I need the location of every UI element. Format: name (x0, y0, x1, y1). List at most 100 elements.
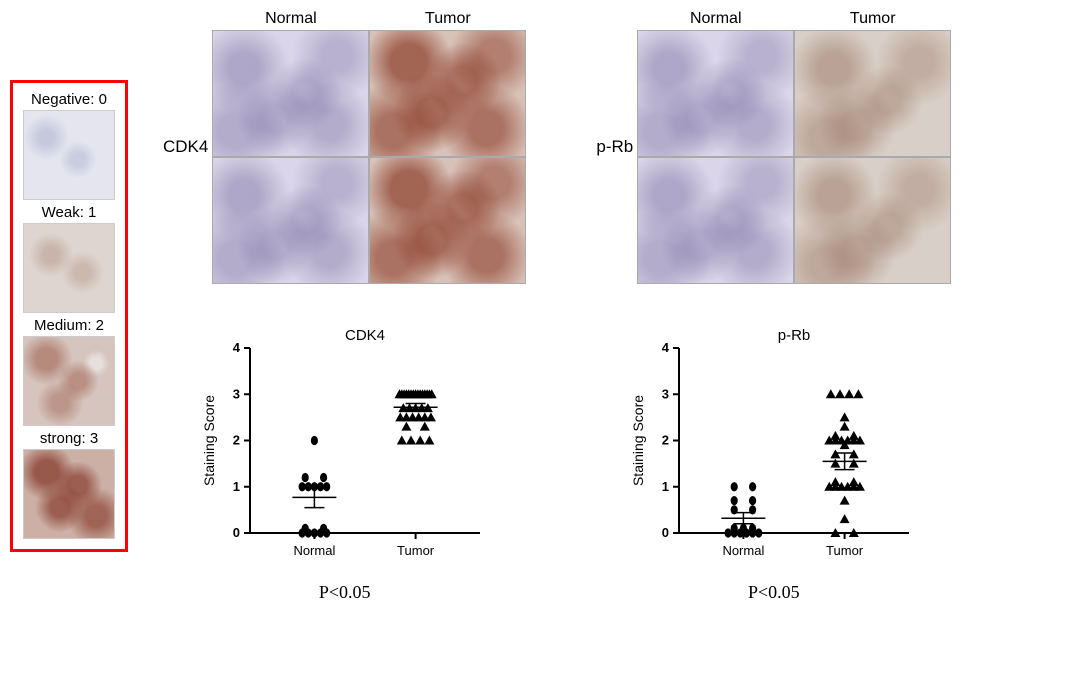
svg-text:4: 4 (662, 340, 670, 355)
scoring-legend: Negative: 0 Weak: 1 Medium: 2 strong: 3 (10, 80, 128, 552)
y-axis-label: Staining Score (630, 395, 646, 486)
svg-text:4: 4 (232, 340, 240, 355)
histology-image (212, 157, 369, 284)
legend-swatch (23, 336, 115, 426)
marker-row-label: CDK4 (163, 137, 208, 157)
p-value-text: P<0.05 (319, 582, 371, 603)
svg-text:0: 0 (232, 525, 239, 540)
y-axis-label: Staining Score (201, 395, 217, 486)
data-point (730, 524, 737, 533)
x-category-label: Normal (722, 543, 764, 558)
data-point (849, 459, 859, 468)
svg-text:2: 2 (662, 433, 669, 448)
x-category-label: Tumor (397, 543, 435, 558)
data-point (839, 496, 849, 505)
histology-col-label: Tumor (370, 10, 525, 28)
data-point (839, 422, 849, 431)
histology-header: NormalTumor (212, 10, 526, 28)
chart-title: p-Rb (778, 327, 811, 344)
legend-item: strong: 3 (23, 430, 115, 539)
histology-col-label: Tumor (795, 10, 950, 28)
legend-label: Weak: 1 (42, 204, 97, 221)
histology-image (369, 30, 526, 157)
data-point (401, 422, 411, 431)
legend-item: Weak: 1 (23, 204, 115, 313)
legend-item: Negative: 0 (23, 91, 115, 200)
data-point (749, 524, 756, 533)
data-point (310, 436, 317, 445)
p-value-text: P<0.05 (748, 582, 800, 603)
histology-image (637, 30, 794, 157)
data-point (830, 449, 840, 458)
data-point (426, 412, 436, 421)
histology-col-label: Normal (638, 10, 793, 28)
data-point (424, 436, 434, 445)
scatter-chart: CDK401234Staining ScoreNormalTumor (195, 318, 495, 578)
data-point (853, 389, 863, 398)
marker-row-label: p-Rb (596, 137, 633, 157)
data-point (419, 422, 429, 431)
data-point (749, 496, 756, 505)
histology-image (794, 30, 951, 157)
svg-text:0: 0 (662, 525, 669, 540)
histology-image (794, 157, 951, 284)
histology-row (212, 30, 526, 157)
data-point (320, 524, 327, 533)
figure-panel: CDK4NormalTumorCDK401234Staining ScoreNo… (163, 10, 526, 603)
legend-label: strong: 3 (40, 430, 98, 447)
data-point (406, 436, 416, 445)
svg-text:3: 3 (662, 386, 669, 401)
data-point (396, 436, 406, 445)
legend-item: Medium: 2 (23, 317, 115, 426)
data-point (830, 431, 840, 440)
histology-image (637, 157, 794, 284)
data-point (740, 524, 747, 533)
data-point (839, 412, 849, 421)
chart-svg: CDK401234Staining ScoreNormalTumor (195, 318, 495, 578)
data-point (849, 477, 859, 486)
data-point (724, 528, 731, 537)
data-point (844, 389, 854, 398)
data-point (849, 431, 859, 440)
data-point (826, 389, 836, 398)
legend-label: Medium: 2 (34, 317, 104, 334)
legend-swatch (23, 449, 115, 539)
chart-title: CDK4 (345, 327, 385, 344)
histology-block: CDK4 NormalTumor (163, 10, 526, 284)
x-category-label: Normal (293, 543, 335, 558)
histology-row (212, 157, 526, 284)
data-point (830, 477, 840, 486)
data-point (301, 473, 308, 482)
data-point (310, 528, 317, 537)
legend-label: Negative: 0 (31, 91, 107, 108)
svg-text:1: 1 (662, 479, 669, 494)
histology-block: p-Rb NormalTumor (596, 10, 951, 284)
histology-row (637, 30, 951, 157)
legend-swatch (23, 223, 115, 313)
data-point (730, 482, 737, 491)
data-point (835, 389, 845, 398)
histology-grid: NormalTumor (637, 10, 951, 284)
histology-grid: NormalTumor (212, 10, 526, 284)
histology-col-label: Normal (213, 10, 368, 28)
histology-row (637, 157, 951, 284)
histology-header: NormalTumor (637, 10, 951, 28)
data-point (849, 449, 859, 458)
scatter-chart: p-Rb 0 1 2 3 4 Staining Score Normal Tumor (624, 318, 924, 578)
figure-panel: p-RbNormalTumorp-Rb01234Staining ScoreNo… (596, 10, 951, 603)
data-point (830, 459, 840, 468)
data-point (320, 473, 327, 482)
x-category-label: Tumor (826, 543, 864, 558)
svg-text:3: 3 (232, 386, 239, 401)
panels-container: CDK4NormalTumorCDK401234Staining ScoreNo… (163, 10, 951, 603)
chart-svg: p-Rb 0 1 2 3 4 Staining Score Normal Tumor (624, 318, 924, 578)
data-point (839, 514, 849, 523)
data-point (749, 482, 756, 491)
legend-swatch (23, 110, 115, 200)
data-point (415, 436, 425, 445)
histology-image (212, 30, 369, 157)
svg-text:1: 1 (232, 479, 239, 494)
data-point (755, 528, 762, 537)
data-point (301, 524, 308, 533)
histology-image (369, 157, 526, 284)
